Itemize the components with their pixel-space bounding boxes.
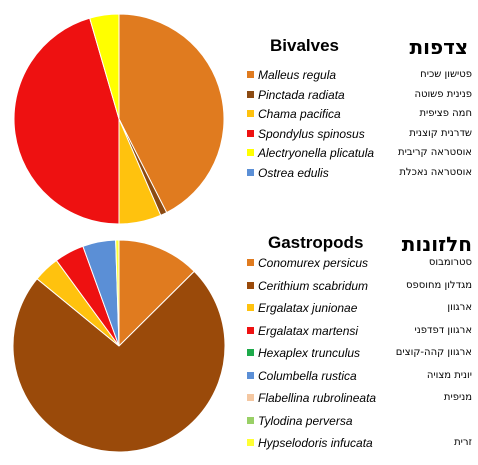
bivalves-slice-alectryonella-plicatula — [89, 13, 120, 120]
bivalves-slice-spondylus-spinosus — [13, 17, 120, 225]
gastropods-slice-hypselodoris-infucata — [115, 239, 120, 347]
gastropods-slice-conomurex-persicus — [118, 239, 195, 348]
gastropods-slice-cerithium-scabridum — [12, 270, 226, 453]
bivalves-slice-malleus-regula — [118, 13, 225, 214]
